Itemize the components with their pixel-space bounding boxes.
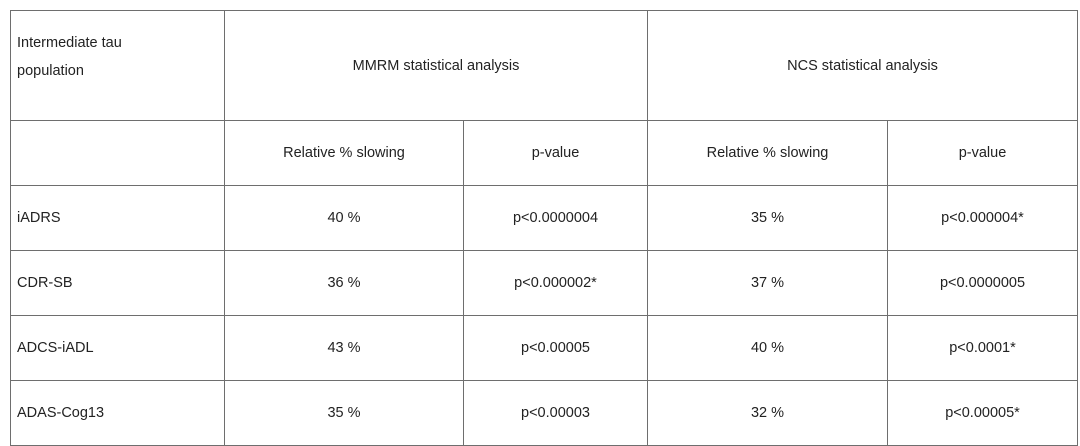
mmrm-pvalue-cell: p<0.00005 <box>463 315 648 381</box>
mmrm-slowing-cell: 35 % <box>224 380 464 446</box>
ncs-slowing-cell: 35 % <box>647 185 888 251</box>
ncs-slowing-cell: 40 % <box>647 315 888 381</box>
corner-header-cell: Intermediate tau population <box>10 10 225 121</box>
ncs-pvalue-cell: p<0.000004* <box>887 185 1078 251</box>
group-header-row: Intermediate tau population MMRM statist… <box>10 10 1078 121</box>
row-label: ADAS-Cog13 <box>10 380 225 446</box>
mmrm-pvalue-cell: p<0.000002* <box>463 250 648 316</box>
ncs-slowing-cell: 32 % <box>647 380 888 446</box>
subheader-row: Relative % slowing p-value Relative % sl… <box>10 120 1078 186</box>
ncs-group-header: NCS statistical analysis <box>647 10 1078 121</box>
row-label: CDR-SB <box>10 250 225 316</box>
mmrm-pvalue-cell: p<0.0000004 <box>463 185 648 251</box>
empty-subheader-cell <box>10 120 225 186</box>
table-row: CDR-SB 36 % p<0.000002* 37 % p<0.0000005 <box>10 250 1078 316</box>
mmrm-slowing-cell: 36 % <box>224 250 464 316</box>
ncs-pvalue-header: p-value <box>887 120 1078 186</box>
row-label: ADCS-iADL <box>10 315 225 381</box>
table-row: ADAS-Cog13 35 % p<0.00003 32 % p<0.00005… <box>10 380 1078 446</box>
table-row: iADRS 40 % p<0.0000004 35 % p<0.000004* <box>10 185 1078 251</box>
corner-header-label: Intermediate tau population <box>17 35 122 79</box>
ncs-pvalue-cell: p<0.0001* <box>887 315 1078 381</box>
mmrm-group-header: MMRM statistical analysis <box>224 10 648 121</box>
table-row: ADCS-iADL 43 % p<0.00005 40 % p<0.0001* <box>10 315 1078 381</box>
mmrm-pvalue-header: p-value <box>463 120 648 186</box>
results-table-container: Intermediate tau population MMRM statist… <box>10 10 1078 446</box>
mmrm-slowing-header: Relative % slowing <box>224 120 464 186</box>
mmrm-slowing-cell: 40 % <box>224 185 464 251</box>
results-table: Intermediate tau population MMRM statist… <box>10 10 1078 446</box>
ncs-slowing-header: Relative % slowing <box>647 120 888 186</box>
ncs-pvalue-cell: p<0.0000005 <box>887 250 1078 316</box>
ncs-slowing-cell: 37 % <box>647 250 888 316</box>
row-label: iADRS <box>10 185 225 251</box>
mmrm-slowing-cell: 43 % <box>224 315 464 381</box>
ncs-pvalue-cell: p<0.00005* <box>887 380 1078 446</box>
